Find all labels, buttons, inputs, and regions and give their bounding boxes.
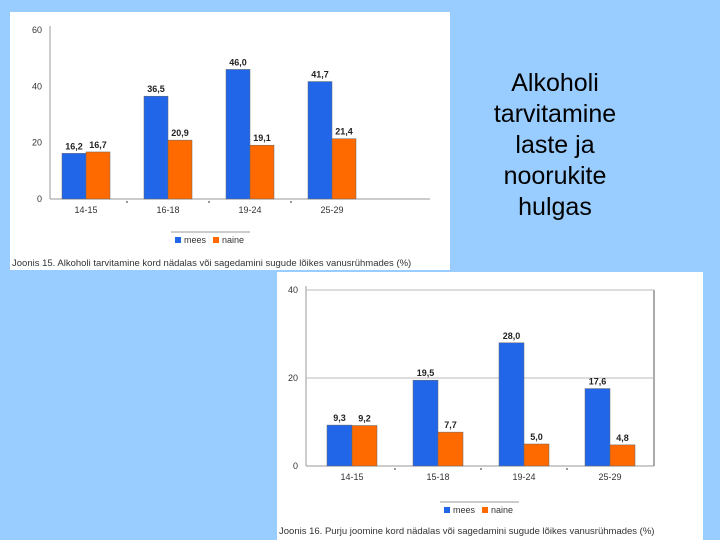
bar-naine bbox=[523, 443, 550, 467]
chart-caption: Joonis 16. Purju joomine kord nädalas võ… bbox=[279, 526, 655, 537]
slide-title-line: noorukite bbox=[503, 162, 607, 190]
legend-label: mees bbox=[184, 235, 207, 245]
x-tick-label: 19-24 bbox=[238, 205, 261, 215]
legend-swatch-mees bbox=[444, 507, 450, 513]
bar-chart-binge-drinking: 40 20 0 9,3 9,2 14-15 19,5 7,7 15-18 28,0 5,0 19-24… bbox=[288, 285, 655, 515]
legend-swatch-mees bbox=[175, 237, 181, 243]
data-label: 19,1 bbox=[253, 133, 271, 143]
chart-panel-alcohol-use: 60 40 20 0 16,2 16,7 14-15 36,5 20,9 16-18 46,0 19,… bbox=[10, 12, 450, 270]
bar-naine bbox=[85, 151, 111, 200]
bar-mees bbox=[307, 81, 333, 200]
x-tick-label: 14-15 bbox=[74, 205, 97, 215]
y-tick-label: 60 bbox=[32, 25, 42, 35]
bar-naine bbox=[437, 431, 464, 467]
data-label: 17,6 bbox=[589, 377, 607, 387]
bar-chart-alcohol-use: 60 40 20 0 16,2 16,7 14-15 36,5 20,9 16-18 46,0 19,… bbox=[32, 25, 430, 245]
bar-mees bbox=[225, 69, 251, 200]
bar-mees bbox=[61, 153, 87, 200]
y-tick-label: 40 bbox=[288, 285, 298, 295]
data-label: 20,9 bbox=[171, 128, 189, 138]
slide-title-line: Alkoholi bbox=[511, 69, 599, 97]
data-label: 16,7 bbox=[89, 140, 107, 150]
chart-caption: Joonis 15. Alkoholi tarvitamine kord näd… bbox=[12, 258, 412, 269]
data-label: 4,8 bbox=[616, 433, 629, 443]
data-label: 28,0 bbox=[503, 331, 521, 341]
bar-naine bbox=[609, 444, 636, 467]
slide-title-line: hulgas bbox=[518, 193, 592, 221]
bar-mees bbox=[143, 95, 169, 200]
y-tick-label: 40 bbox=[32, 81, 42, 91]
legend-label: mees bbox=[453, 505, 476, 515]
x-tick-label: 15-18 bbox=[426, 472, 449, 482]
bar-mees bbox=[326, 424, 353, 467]
bar-naine bbox=[331, 138, 357, 200]
data-label: 21,4 bbox=[335, 127, 353, 137]
bar-mees bbox=[584, 388, 611, 467]
y-tick-label: 20 bbox=[288, 373, 298, 383]
data-label: 9,3 bbox=[333, 413, 346, 423]
data-label: 36,5 bbox=[147, 84, 165, 94]
bar-mees bbox=[412, 379, 439, 467]
legend-label: naine bbox=[222, 235, 244, 245]
data-label: 46,0 bbox=[229, 57, 247, 67]
x-tick-label: 19-24 bbox=[512, 472, 535, 482]
x-tick-label: 16-18 bbox=[156, 205, 179, 215]
x-tick-label: 14-15 bbox=[340, 472, 363, 482]
bar-mees bbox=[498, 342, 525, 467]
slide-title: Alkoholi tarvitamine laste ja noorukite … bbox=[470, 68, 640, 223]
slide-title-line: laste ja bbox=[515, 131, 595, 159]
y-tick-label: 0 bbox=[37, 194, 42, 204]
data-label: 7,7 bbox=[444, 420, 457, 430]
data-label: 5,0 bbox=[530, 432, 543, 442]
data-label: 19,5 bbox=[417, 368, 435, 378]
legend-swatch-naine bbox=[213, 237, 219, 243]
data-label: 41,7 bbox=[311, 70, 329, 80]
bar-naine bbox=[167, 139, 193, 200]
data-label: 16,2 bbox=[65, 141, 83, 151]
bar-naine bbox=[351, 425, 378, 467]
legend-swatch-naine bbox=[482, 507, 488, 513]
x-tick-label: 25-29 bbox=[320, 205, 343, 215]
chart-panel-binge-drinking: 40 20 0 9,3 9,2 14-15 19,5 7,7 15-18 28,0 5,0 19-24… bbox=[277, 272, 703, 540]
bar-naine bbox=[249, 144, 275, 200]
x-tick-label: 25-29 bbox=[598, 472, 621, 482]
data-label: 9,2 bbox=[358, 414, 371, 424]
y-tick-label: 20 bbox=[32, 138, 42, 148]
slide-title-line: tarvitamine bbox=[493, 100, 617, 128]
y-tick-label: 0 bbox=[293, 461, 298, 471]
legend-label: naine bbox=[491, 505, 513, 515]
